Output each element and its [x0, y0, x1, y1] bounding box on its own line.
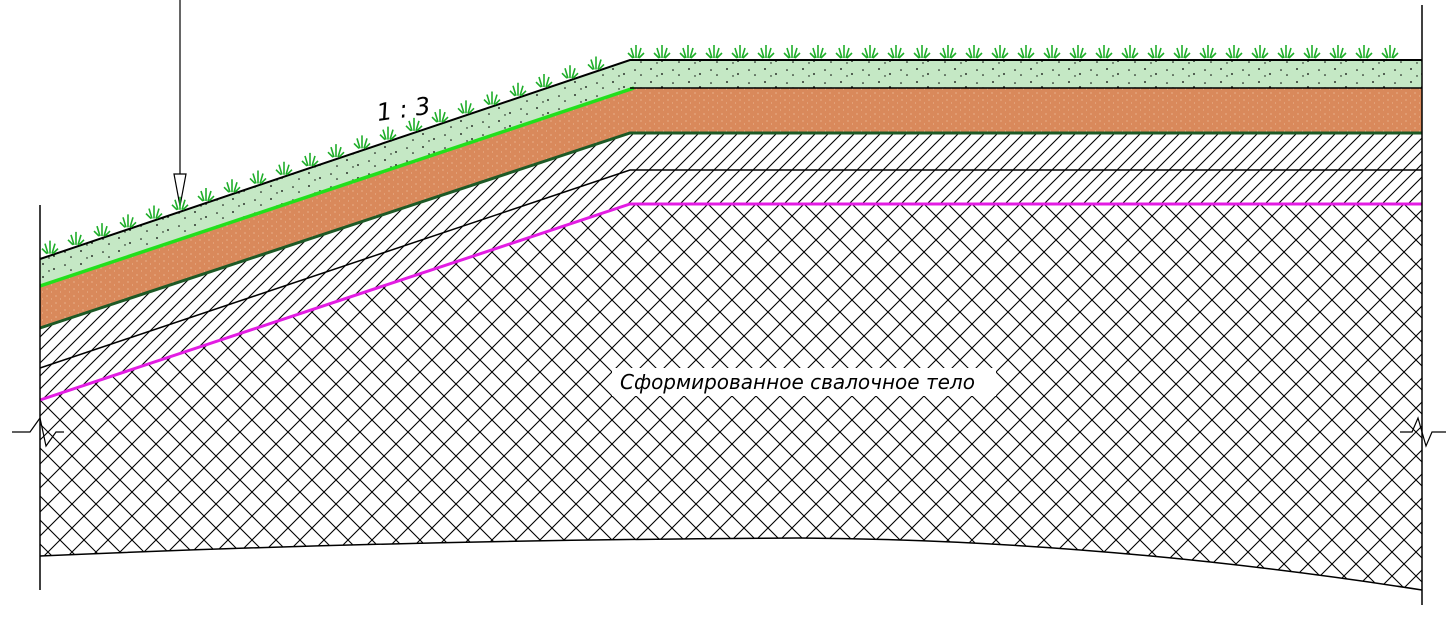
grass-tuft-icon	[1095, 45, 1113, 59]
grass-tuft-icon	[1251, 45, 1269, 59]
grass-tuft-icon	[535, 74, 553, 88]
grass-tuft-icon	[913, 45, 931, 59]
grass-tuft-icon	[1199, 45, 1217, 59]
bright-green-boundary	[39, 86, 635, 288]
grass-tuft-icon	[627, 45, 645, 59]
grass-tuft-icon	[1043, 45, 1061, 59]
grass-tuft-icon	[561, 65, 579, 79]
grass-tuft-icon	[653, 45, 671, 59]
grass-tuft-icon	[887, 45, 905, 59]
grass-tuft-icon	[1303, 45, 1321, 59]
grass-tuft-icon	[1355, 45, 1373, 59]
grass-tuft-icon	[705, 45, 723, 59]
waste-body-boundary	[39, 202, 1422, 402]
grass-tuft-icon	[171, 196, 189, 211]
grass-tuft-icon	[939, 45, 957, 59]
grass-tuft-icon	[1225, 45, 1243, 59]
body-label-background	[612, 368, 996, 396]
grass-tuft-icon	[353, 135, 371, 149]
grass-tuft-icon	[757, 45, 775, 59]
grass-tuft-icon	[1017, 45, 1035, 59]
grass-tuft-icon	[1277, 45, 1295, 59]
grass-tuft-icon	[509, 82, 527, 97]
grass-tuft-icon	[1329, 45, 1347, 59]
grass-tuft-icon	[861, 45, 879, 59]
break-symbol-icon	[1400, 416, 1446, 448]
grass-tuft-icon	[483, 91, 501, 106]
grass-tuft-icon	[223, 179, 241, 193]
break-symbol-icon	[12, 416, 64, 448]
slope-ratio-label: 1 : 3	[375, 92, 432, 127]
grass-tuft-icon	[1069, 45, 1087, 59]
grass-tuft-icon	[93, 223, 111, 237]
upper-hatched-layer	[40, 133, 1422, 368]
grass-tuft-icon	[731, 45, 749, 59]
grass-tuft-icon	[1381, 45, 1399, 59]
grass-tuft-icon	[991, 45, 1009, 59]
grass-tuft-icon	[405, 117, 423, 132]
grass-tuft-icon	[457, 100, 475, 114]
grass-tuft-icon	[679, 45, 697, 59]
waste-body-area	[40, 204, 1422, 590]
grass-tufts	[41, 45, 1399, 255]
grass-tuft-icon	[67, 231, 85, 246]
grass-tuft-icon	[587, 56, 605, 71]
grass-tuft-icon	[379, 126, 397, 141]
grass-tuft-icon	[1121, 45, 1139, 59]
waste-body-label: Сформированное свалочное тело	[620, 370, 975, 394]
grass-tuft-icon	[965, 45, 983, 59]
grass-tuft-icon	[119, 214, 137, 228]
grass-tuft-icon	[327, 144, 345, 158]
surface-line	[39, 59, 1422, 260]
grass-tuft-icon	[1147, 45, 1165, 59]
bottom-break-curve	[39, 537, 1423, 591]
grass-tuft-icon	[809, 45, 827, 59]
grass-tuft-icon	[145, 205, 163, 220]
grass-tuft-icon	[197, 188, 215, 202]
hatch-divider-line	[39, 169, 1422, 369]
grass-tuft-icon	[783, 45, 801, 59]
grass-tuft-icon	[1173, 45, 1191, 59]
grass-tuft-icon	[301, 152, 319, 167]
fertile-bottom-line	[39, 131, 1422, 330]
grass-tuft-icon	[249, 170, 267, 185]
grass-tuft-icon	[275, 161, 293, 176]
lower-hatched-layer	[40, 170, 1422, 400]
grass-tuft-icon	[41, 240, 59, 255]
grass-tuft-icon	[431, 109, 449, 123]
grass-tuft-icon	[835, 45, 853, 59]
